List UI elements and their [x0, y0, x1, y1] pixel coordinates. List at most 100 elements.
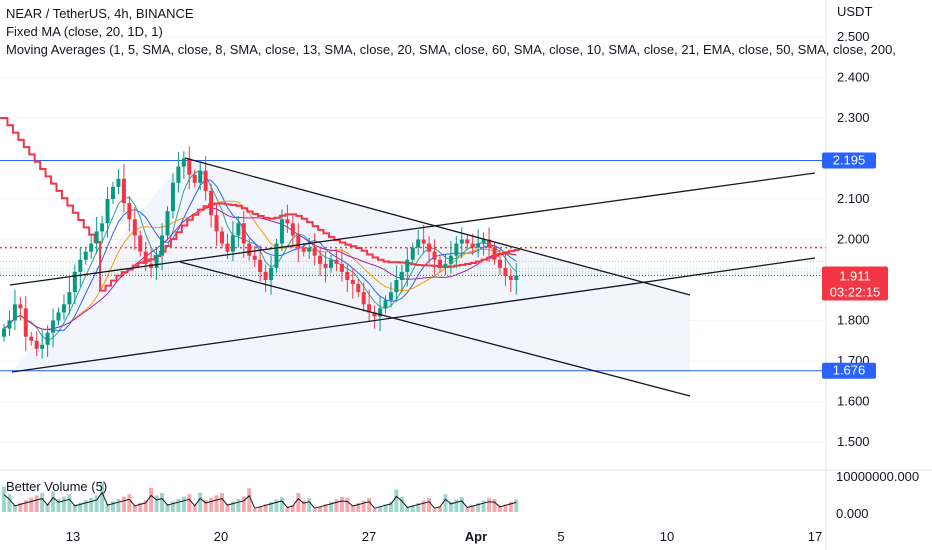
candle-body [143, 251, 148, 264]
candle-body [269, 267, 274, 280]
volume-bar [214, 495, 219, 512]
candle-body [508, 275, 513, 280]
candle-body [470, 243, 475, 248]
candle-body [83, 251, 88, 260]
volume-bar [405, 507, 410, 512]
candle-body [225, 243, 230, 252]
volume-bar [503, 504, 508, 512]
candle-body [345, 271, 350, 280]
candle-body [61, 304, 66, 313]
volume-average-line [3, 491, 517, 509]
candle-body [334, 259, 339, 264]
candle-body [503, 267, 508, 276]
volume-bar [318, 506, 323, 512]
volume-bar [274, 499, 279, 512]
volume-bar [12, 505, 17, 512]
candle-body [454, 243, 459, 256]
volume-bar [345, 497, 350, 512]
candle-body [181, 158, 186, 167]
volume-bar [23, 500, 28, 512]
volume-bar [416, 503, 421, 512]
candle-body [448, 255, 453, 264]
volume-bar [263, 504, 268, 512]
volume-bar [312, 509, 317, 512]
volume-bar [339, 497, 344, 512]
volume-bar [61, 496, 66, 512]
volume-bar [388, 501, 393, 512]
volume-bar [421, 500, 426, 512]
volume-bar [383, 504, 388, 512]
candle-body [339, 263, 344, 272]
trend-lines[interactable] [9, 157, 816, 397]
x-tick-label: 27 [362, 529, 376, 544]
volume-bar [514, 499, 519, 512]
volume-bar [372, 509, 377, 512]
candle-body [154, 255, 159, 268]
y-tick-label: 1.600 [837, 394, 870, 409]
volume-bar [247, 488, 252, 512]
volume-bar [78, 502, 83, 512]
candle-body [247, 243, 252, 256]
candle-body [209, 190, 214, 216]
candles [2, 146, 519, 359]
volume-bar [203, 500, 208, 512]
y-tick-label: 1.800 [837, 313, 870, 328]
last-price-label: 1.911 [839, 269, 871, 284]
volume-bar [143, 500, 148, 512]
candle-body [116, 178, 121, 187]
candle-body [481, 239, 486, 244]
volume-bar [154, 495, 159, 512]
volume-bar [45, 503, 50, 512]
volume-bar [170, 501, 175, 512]
trend-line [11, 257, 816, 373]
volume-bottom-tick: 0.000 [836, 506, 869, 521]
candle-body [45, 332, 50, 345]
price-axis[interactable]: USDT 2.5002.4002.3002.1002.0001.8001.700… [837, 4, 872, 449]
candle-body [383, 300, 388, 309]
candle-body [427, 243, 432, 252]
volume-bar [138, 502, 143, 512]
price-level-badge [822, 362, 876, 379]
symbol-title[interactable]: NEAR / TetherUS, 4h, BINANCE [6, 6, 194, 21]
time-axis[interactable]: 13 20 27 Apr 5 10 17 [66, 529, 822, 544]
volume-bar [67, 494, 72, 512]
horizontal-levels [0, 160, 826, 372]
candle-body [187, 158, 192, 175]
candle-body [34, 340, 39, 349]
x-tick-label: 13 [66, 529, 80, 544]
y-tick-label: 2.400 [837, 70, 870, 85]
volume-bar [476, 503, 481, 512]
moving-averages-legend[interactable]: Moving Averages (1, 5, SMA, close, 8, SM… [6, 42, 896, 57]
candle-body [67, 292, 72, 305]
volume-bar [301, 500, 306, 512]
volume-bar [334, 499, 339, 512]
volume-bar [2, 486, 6, 512]
candle-body [329, 259, 333, 268]
volume-bar [192, 505, 197, 512]
volume-legend[interactable]: Better Volume (5) [6, 479, 108, 494]
volume-bar [329, 501, 333, 512]
volume-bar [149, 487, 154, 512]
price-level-label: 2.195 [833, 153, 866, 168]
volume-bar [438, 506, 442, 512]
x-tick-label: 20 [214, 529, 228, 544]
volume-bar [105, 503, 110, 512]
x-tick-label: Apr [465, 529, 487, 544]
volume-bar [40, 493, 45, 512]
candle-body [312, 247, 317, 256]
candle-body [138, 235, 143, 252]
volume-bar [432, 509, 437, 512]
fixed-ma-legend[interactable]: Fixed MA (close, 20, 1D, 1) [6, 24, 163, 39]
volume-bar [116, 499, 121, 512]
candle-body [29, 336, 34, 341]
candle-body [214, 215, 219, 232]
candle-body [100, 223, 105, 232]
candle-body [12, 304, 17, 321]
volume-bar [448, 501, 453, 512]
trend-line [9, 172, 816, 286]
ma-line [3, 206, 517, 331]
candle-body [51, 320, 56, 333]
candle-body [367, 304, 372, 313]
candle-body [323, 263, 328, 268]
